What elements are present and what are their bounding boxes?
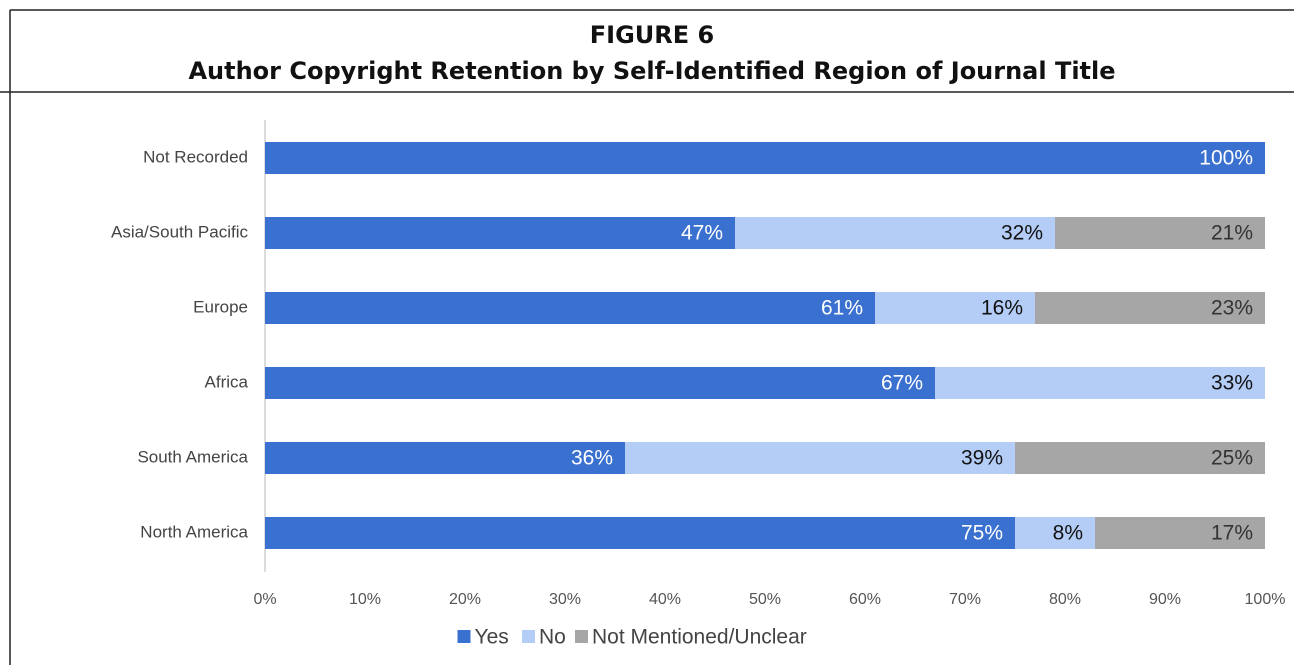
- data-label: 39%: [961, 447, 1003, 470]
- data-label: 17%: [1211, 522, 1253, 545]
- bar-segment: [1095, 517, 1265, 549]
- x-tick-label: 100%: [1245, 591, 1286, 608]
- y-tick-label: North America: [140, 522, 248, 541]
- data-label: 8%: [1053, 522, 1083, 545]
- y-tick-label: Not Recorded: [143, 147, 248, 166]
- legend-swatch: [457, 630, 471, 643]
- x-tick-label: 70%: [949, 591, 981, 608]
- x-tick-label: 20%: [449, 591, 481, 608]
- chart-title: Author Copyright Retention by Self-Ident…: [188, 57, 1115, 85]
- legend-label: Not Mentioned/Unclear: [592, 626, 807, 649]
- bar-segment: [265, 517, 1015, 549]
- y-tick-label: Africa: [205, 372, 249, 391]
- legend-label: No: [539, 626, 566, 649]
- x-tick-label: 10%: [349, 591, 381, 608]
- bar-segment: [265, 442, 625, 474]
- data-label: 36%: [571, 447, 613, 470]
- data-label: 23%: [1211, 297, 1253, 320]
- bar-segment: [1015, 442, 1265, 474]
- data-label: 25%: [1211, 447, 1253, 470]
- x-tick-label: 30%: [549, 591, 581, 608]
- data-label: 61%: [821, 297, 863, 320]
- data-label: 75%: [961, 522, 1003, 545]
- y-tick-label: Europe: [193, 297, 248, 316]
- x-tick-label: 40%: [649, 591, 681, 608]
- x-tick-label: 90%: [1149, 591, 1181, 608]
- bar-segment: [1055, 217, 1265, 249]
- legend-swatch: [575, 630, 588, 643]
- bar-segment: [265, 292, 875, 324]
- bar-segment: [1035, 292, 1265, 324]
- data-label: 100%: [1199, 147, 1253, 170]
- legend-swatch: [522, 630, 535, 643]
- bar-segment: [735, 217, 1055, 249]
- bar-segment: [875, 292, 1035, 324]
- data-label: 47%: [681, 222, 723, 245]
- bar-segment: [625, 442, 1015, 474]
- y-tick-label: Asia/South Pacific: [111, 222, 249, 241]
- data-label: 21%: [1211, 222, 1253, 245]
- data-label: 16%: [981, 297, 1023, 320]
- x-tick-label: 60%: [849, 591, 881, 608]
- x-tick-label: 80%: [1049, 591, 1081, 608]
- y-tick-label: South America: [137, 447, 248, 466]
- data-label: 32%: [1001, 222, 1043, 245]
- bar-segment: [265, 142, 1265, 174]
- data-label: 67%: [881, 372, 923, 395]
- bar-segment: [1015, 517, 1095, 549]
- data-label: 33%: [1211, 372, 1253, 395]
- x-tick-label: 50%: [749, 591, 781, 608]
- bar-segment: [265, 217, 735, 249]
- bar-segment: [265, 367, 935, 399]
- bar-segment: [935, 367, 1265, 399]
- figure-label: FIGURE 6: [590, 21, 714, 49]
- legend-label: Yes: [475, 626, 509, 649]
- x-tick-label: 0%: [253, 591, 276, 608]
